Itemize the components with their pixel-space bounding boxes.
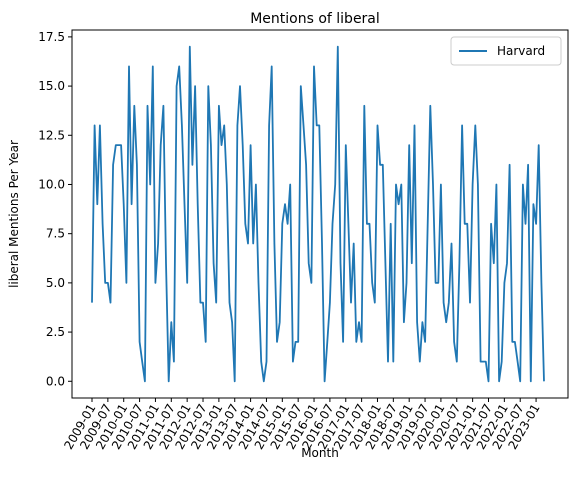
- y-axis-label: liberal Mentions Per Year: [7, 140, 21, 288]
- plot-area: 0.0 2.5 5.0 7.5 10.0 12.5 15.0 17.5 2009-012009…: [38, 29, 569, 452]
- x-axis: 2009-012009-072010-012010-072011-012011-…: [61, 398, 543, 452]
- y-tick-label: 7.5: [46, 227, 65, 241]
- series-line-harvard: [91, 45, 545, 383]
- y-tick-label: 2.5: [46, 325, 65, 339]
- y-axis: 0.0 2.5 5.0 7.5 10.0 12.5 15.0 17.5: [38, 30, 72, 388]
- y-tick-label: 0.0: [46, 374, 65, 388]
- x-axis-label: Month: [301, 446, 339, 460]
- y-tick-label: 5.0: [46, 276, 65, 290]
- chart-title: Mentions of liberal: [250, 11, 380, 27]
- y-tick-label: 12.5: [38, 128, 65, 142]
- series-lines: [91, 45, 545, 383]
- y-tick-label: 10.0: [38, 177, 65, 191]
- legend: Harvard: [450, 36, 562, 66]
- legend-label-harvard: Harvard: [497, 44, 545, 58]
- y-tick-label: 15.0: [38, 79, 65, 93]
- plot-frame: [71, 29, 569, 399]
- legend-box: [450, 36, 562, 66]
- y-tick-label: 17.5: [38, 30, 65, 44]
